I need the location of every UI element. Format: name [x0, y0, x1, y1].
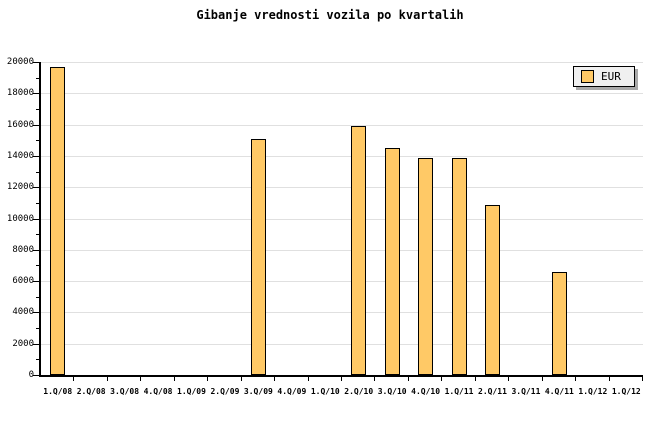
x-tick-18	[642, 377, 643, 381]
y-axis-label-4000: 4000	[12, 307, 34, 318]
x-tick-2	[106, 377, 108, 381]
bar-1.Q/08	[50, 67, 66, 375]
y-major-tick-0	[33, 375, 39, 376]
y-major-tick-6000	[33, 281, 39, 283]
y-major-tick-14000	[33, 155, 39, 157]
x-tick-5	[207, 377, 209, 381]
x-tick-3	[140, 377, 142, 381]
gridline-2000	[41, 343, 643, 345]
x-axis-label-1: 2.Q/08	[76, 387, 106, 396]
gridline-6000	[41, 281, 643, 283]
x-axis-label-0: 1.Q/08	[43, 387, 73, 396]
bar-3.Q/09	[250, 139, 266, 375]
x-axis-label-5: 2.Q/09	[210, 387, 240, 396]
x-tick-17	[608, 377, 610, 381]
bar-2.Q/10	[351, 126, 367, 375]
x-tick-7	[274, 377, 276, 381]
chart-title: Gibanje vrednosti vozila po kvartalih	[196, 8, 464, 22]
x-axis-label-11: 4.Q/10	[411, 387, 441, 396]
y-major-tick-16000	[33, 124, 39, 126]
x-tick-11	[407, 377, 409, 381]
y-minor-tick-1000	[36, 359, 39, 361]
gridline-8000	[41, 249, 643, 251]
y-minor-tick-15000	[36, 140, 39, 142]
x-tick-16	[575, 377, 577, 381]
x-tick-10	[374, 377, 376, 381]
y-major-tick-4000	[33, 312, 39, 314]
y-minor-tick-19000	[36, 77, 39, 79]
x-tick-9	[341, 377, 342, 381]
gridline-20000	[41, 62, 643, 63]
x-axis-label-8: 1.Q/10	[310, 387, 340, 396]
y-minor-tick-7000	[36, 265, 39, 267]
y-minor-tick-5000	[36, 296, 39, 298]
gridline-18000	[41, 93, 643, 95]
gridline-10000	[41, 218, 643, 220]
y-major-tick-8000	[33, 249, 39, 251]
x-axis-label-12: 1.Q/11	[444, 387, 474, 396]
x-axis-label-9: 2.Q/10	[344, 387, 374, 396]
y-axis-label-16000: 16000	[6, 119, 34, 130]
gridline-14000	[41, 155, 643, 157]
y-minor-tick-11000	[36, 202, 39, 204]
x-tick-15	[541, 377, 543, 381]
x-tick-14	[508, 377, 510, 381]
gridline-12000	[41, 187, 643, 189]
legend-label-eur: EUR	[601, 70, 621, 83]
y-axis-label-8000: 8000	[12, 244, 34, 255]
x-axis-label-7: 4.Q/09	[277, 387, 307, 396]
y-minor-tick-17000	[36, 108, 39, 110]
x-tick-1	[73, 377, 75, 381]
y-axis-label-6000: 6000	[12, 276, 34, 287]
x-tick-8	[307, 377, 309, 381]
y-axis-label-12000: 12000	[6, 182, 34, 193]
bar-4.Q/11	[551, 272, 567, 375]
x-axis-label-2: 3.Q/08	[110, 387, 140, 396]
legend-swatch-eur	[581, 70, 594, 83]
y-minor-tick-9000	[36, 234, 39, 236]
y-major-tick-10000	[33, 218, 39, 220]
gridline-16000	[41, 124, 643, 126]
y-axis-label-18000: 18000	[6, 88, 34, 99]
x-tick-13	[474, 377, 476, 381]
bar-1.Q/11	[451, 158, 467, 375]
y-major-tick-18000	[33, 93, 39, 95]
x-axis-label-15: 4.Q/11	[544, 387, 574, 396]
x-axis-label-4: 1.Q/09	[177, 387, 206, 396]
y-minor-tick-13000	[36, 171, 39, 173]
bar-3.Q/10	[384, 148, 400, 375]
y-axis-label-10000: 10000	[6, 213, 34, 224]
x-axis-label-14: 3.Q/11	[511, 387, 541, 396]
x-tick-6	[240, 377, 242, 381]
x-tick-4	[173, 377, 175, 381]
x-axis-label-3: 4.Q/08	[143, 387, 173, 396]
y-axis-label-0: 0	[28, 370, 34, 380]
x-axis-label-16: 1.Q/12	[578, 387, 608, 396]
y-axis-label-14000: 14000	[6, 150, 34, 161]
x-axis-label-17: 1.Q/12	[611, 387, 641, 396]
y-axis-label-20000: 20000	[6, 57, 34, 67]
x-axis-label-13: 2.Q/11	[478, 387, 507, 396]
legend: EUR	[573, 66, 635, 87]
y-minor-tick-3000	[36, 328, 39, 330]
y-major-tick-12000	[33, 187, 39, 189]
x-axis-label-6: 3.Q/09	[243, 387, 273, 396]
y-major-tick-2000	[33, 343, 39, 345]
bar-2.Q/11	[485, 205, 500, 375]
y-major-tick-20000	[33, 62, 39, 63]
y-axis-label-2000: 2000	[12, 338, 34, 349]
bar-4.Q/10	[418, 158, 434, 375]
x-axis-label-10: 3.Q/10	[377, 387, 407, 396]
x-tick-12	[441, 377, 443, 381]
plot-area	[33, 62, 643, 381]
gridline-4000	[41, 312, 643, 314]
